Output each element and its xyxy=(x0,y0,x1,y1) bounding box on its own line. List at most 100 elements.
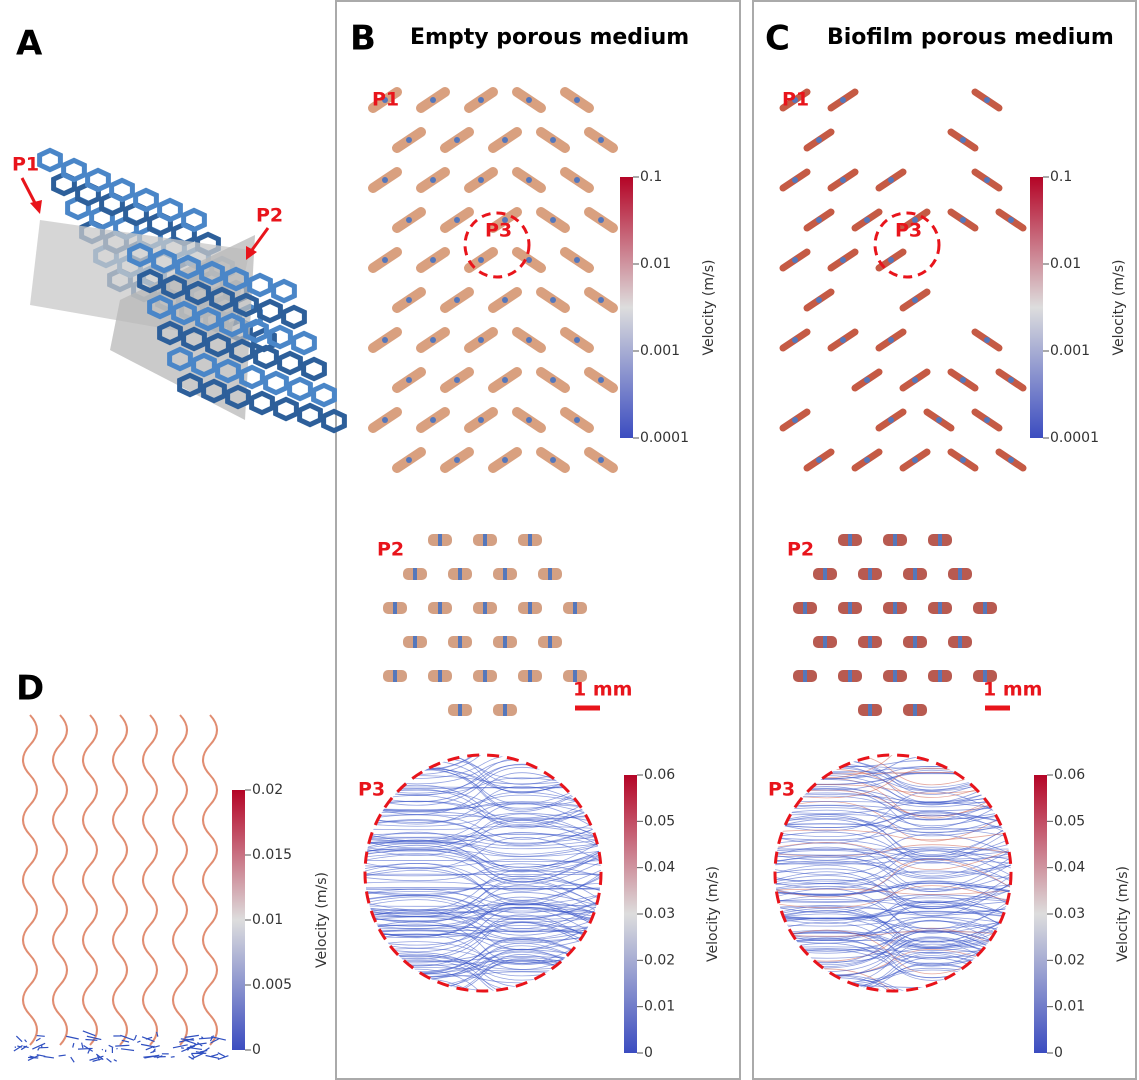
streamline xyxy=(365,788,601,828)
streamline xyxy=(775,943,1011,959)
pore-throat xyxy=(528,670,532,682)
pore-throat xyxy=(792,417,798,423)
section-label: P1 xyxy=(372,89,399,111)
streamline xyxy=(150,1050,156,1054)
pore-throat xyxy=(913,704,917,716)
streamline xyxy=(197,1042,203,1047)
lattice-cell xyxy=(127,242,153,268)
pore-throat xyxy=(438,670,442,682)
streamline xyxy=(365,839,601,883)
pore-throat xyxy=(502,457,508,463)
streamline xyxy=(81,1042,84,1049)
pore-throat xyxy=(888,257,894,263)
streamline xyxy=(365,899,601,933)
pore-throat xyxy=(792,257,798,263)
lattice-cell xyxy=(239,364,265,390)
pore-throat xyxy=(864,217,870,223)
streamlines xyxy=(365,755,601,991)
pore-throat xyxy=(478,177,484,183)
pore-throat xyxy=(816,217,822,223)
pore-throat xyxy=(458,636,462,648)
streamline xyxy=(775,762,1011,788)
pore-throat xyxy=(526,337,532,343)
streamline xyxy=(142,714,158,1046)
lattice-cell xyxy=(229,338,255,364)
pore-throat xyxy=(938,602,942,614)
streamline xyxy=(82,714,98,1046)
streamline xyxy=(775,861,1011,897)
streamline xyxy=(184,1034,199,1038)
pore-throat xyxy=(526,417,532,423)
streamline xyxy=(191,1053,195,1058)
colorbar-tick-label: 0.03 xyxy=(644,906,675,922)
pore-throat xyxy=(960,137,966,143)
streamline xyxy=(775,759,1011,768)
colorbar xyxy=(1030,177,1043,438)
section-label: P3 xyxy=(768,779,795,801)
lattice-cell xyxy=(287,376,313,402)
colorbar-tick-label: 0.0001 xyxy=(640,430,689,446)
streamline xyxy=(35,1037,41,1042)
plane-label: P1 xyxy=(12,154,39,176)
arrow-head xyxy=(30,200,42,214)
streamline xyxy=(775,773,1011,792)
streamline xyxy=(775,823,1011,830)
streamline xyxy=(365,803,601,810)
streamline xyxy=(365,978,601,991)
pore-throat xyxy=(502,297,508,303)
streamline xyxy=(775,765,1011,770)
panel-title: Empty porous medium xyxy=(410,25,689,50)
pore-throat xyxy=(598,297,604,303)
marker-label: P3 xyxy=(895,220,922,242)
pore-throat xyxy=(598,217,604,223)
pore-throat xyxy=(803,602,807,614)
streamline xyxy=(82,1030,96,1037)
colorbar-tick-label: 0 xyxy=(644,1045,653,1061)
panel-c-frame xyxy=(752,0,1137,1080)
streamline xyxy=(775,772,1011,775)
pore-throat xyxy=(382,97,388,103)
pore-throat xyxy=(413,636,417,648)
streamline xyxy=(112,714,128,1046)
streamline xyxy=(775,901,1011,941)
streamline xyxy=(775,789,1011,817)
streamline xyxy=(365,911,601,936)
streamline xyxy=(775,864,1011,909)
streamline xyxy=(775,932,1011,952)
streamline xyxy=(365,755,601,771)
colorbar-label: Velocity (m/s) xyxy=(1115,866,1131,962)
colorbar-label: Velocity (m/s) xyxy=(1111,260,1127,356)
lattice-cell xyxy=(249,390,275,416)
streamline xyxy=(365,948,601,964)
streamline xyxy=(43,1055,55,1059)
streamline xyxy=(365,907,601,915)
streamline xyxy=(775,969,1011,986)
streamline xyxy=(179,1037,194,1043)
pore-throat xyxy=(406,297,412,303)
scale-bar-label: 1 mm xyxy=(573,679,632,701)
pore-throat xyxy=(454,457,460,463)
streamline xyxy=(775,758,1011,791)
pore-throat xyxy=(868,568,872,580)
pore-throat xyxy=(938,534,942,546)
lattice-cell xyxy=(199,260,225,286)
streamline xyxy=(775,905,1011,947)
streamline xyxy=(775,910,1011,943)
streamline xyxy=(365,869,601,911)
streamline xyxy=(775,831,1011,860)
pore-throat xyxy=(868,636,872,648)
colorbar-tick-label: 0.001 xyxy=(640,343,680,359)
streamline xyxy=(115,1044,130,1047)
lattice-cell xyxy=(215,358,241,384)
pore-throat xyxy=(550,377,556,383)
lattice-cell xyxy=(191,352,217,378)
pore-throat xyxy=(483,534,487,546)
streamline xyxy=(775,875,1011,910)
streamline xyxy=(365,820,601,845)
lattice-cell xyxy=(133,187,159,213)
streamline xyxy=(198,1037,214,1040)
streamline xyxy=(775,813,1011,820)
streamline xyxy=(775,850,1011,864)
streamline xyxy=(775,850,1011,864)
pore-throat xyxy=(598,137,604,143)
